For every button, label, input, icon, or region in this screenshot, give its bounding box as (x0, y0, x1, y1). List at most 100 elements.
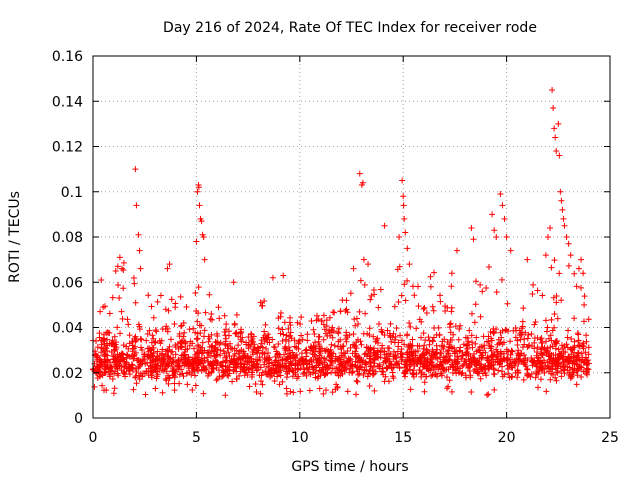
data-point (478, 343, 485, 350)
data-point (439, 365, 446, 372)
data-point (499, 327, 506, 334)
data-point (374, 339, 381, 346)
data-point (413, 325, 420, 332)
data-point (354, 359, 361, 366)
data-point (373, 336, 380, 343)
data-point (499, 363, 506, 370)
data-point (362, 359, 369, 366)
data-point (468, 388, 475, 395)
data-point (435, 324, 442, 331)
data-point (282, 360, 289, 367)
data-point (297, 321, 304, 328)
data-point (582, 349, 589, 356)
data-point (360, 371, 367, 378)
chart-title: Day 216 of 2024, Rate Of TEC Index for r… (163, 20, 537, 36)
data-point (100, 337, 107, 344)
data-point (144, 331, 151, 338)
data-point (580, 270, 587, 277)
data-point (439, 338, 446, 345)
data-point (465, 364, 472, 371)
data-point (253, 367, 260, 374)
data-point (571, 338, 578, 345)
data-point (388, 364, 395, 371)
data-point (138, 344, 145, 351)
data-point (275, 325, 282, 332)
data-point (512, 369, 519, 376)
data-point (524, 370, 531, 377)
data-point (111, 347, 118, 354)
data-point (407, 386, 414, 393)
data-point (163, 377, 170, 384)
data-point (328, 341, 335, 348)
data-point (94, 344, 101, 351)
data-point (246, 383, 253, 390)
data-point (209, 316, 216, 323)
data-point (379, 368, 386, 375)
axis-ticks (92, 55, 611, 419)
data-point (281, 319, 288, 326)
data-point (406, 346, 413, 353)
data-point (117, 330, 124, 337)
data-point (198, 350, 205, 357)
data-point (241, 350, 248, 357)
data-point (114, 324, 121, 331)
data-point (115, 372, 122, 379)
data-point (370, 350, 377, 357)
data-point (387, 351, 394, 358)
data-point (403, 350, 410, 357)
data-point (312, 339, 319, 346)
data-point (290, 352, 297, 359)
data-point (207, 315, 214, 322)
data-point (416, 355, 423, 362)
data-point (194, 362, 201, 369)
data-point (558, 373, 565, 380)
data-point (566, 364, 573, 371)
data-point (231, 321, 238, 328)
data-point (101, 341, 108, 348)
data-point (149, 332, 156, 339)
data-point (168, 348, 175, 355)
data-point (165, 352, 172, 359)
data-point (498, 334, 505, 341)
data-point (132, 343, 139, 350)
y-tick-label: 0.04 (52, 321, 83, 337)
data-point (233, 365, 240, 372)
data-point (530, 281, 537, 288)
data-point (340, 358, 347, 365)
data-point (576, 343, 583, 350)
data-point (267, 367, 274, 374)
data-point (431, 269, 438, 276)
data-point (239, 334, 246, 341)
data-point (504, 300, 511, 307)
y-tick-label: 0.16 (52, 49, 83, 65)
data-point (446, 377, 453, 384)
data-point (539, 367, 546, 374)
data-point (402, 229, 409, 236)
data-point (136, 247, 143, 254)
data-point (283, 385, 290, 392)
data-point (230, 279, 237, 286)
data-point (485, 391, 492, 398)
data-point (180, 373, 187, 380)
data-point (125, 321, 132, 328)
data-point (483, 284, 490, 291)
data-point (192, 289, 199, 296)
data-point (255, 363, 262, 370)
data-point (397, 332, 404, 339)
data-point (280, 331, 287, 338)
data-point (427, 273, 434, 280)
data-point (560, 367, 567, 374)
data-point (171, 387, 178, 394)
data-point (399, 177, 406, 184)
data-point (311, 331, 318, 338)
data-point (181, 349, 188, 356)
data-point (368, 292, 375, 299)
data-point (129, 348, 136, 355)
data-point (191, 372, 198, 379)
data-point (351, 350, 358, 357)
data-point (568, 335, 575, 342)
data-point (162, 375, 169, 382)
data-point (410, 348, 417, 355)
data-point (221, 329, 228, 336)
data-point (168, 336, 175, 343)
